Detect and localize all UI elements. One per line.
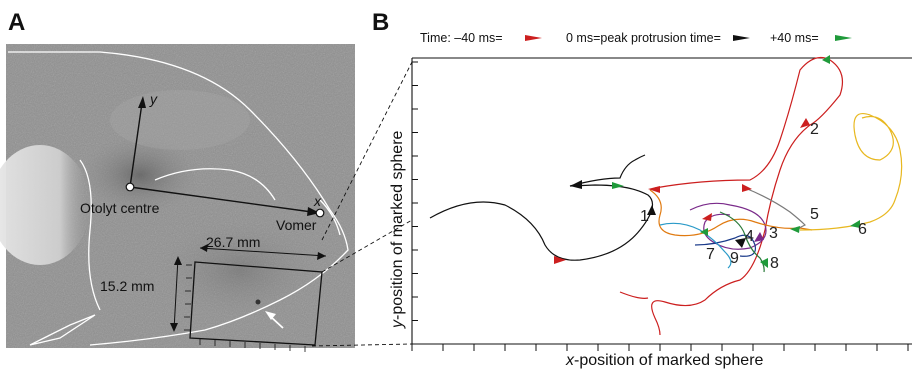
panel-b-letter: B (372, 9, 389, 36)
y-axis-label-a: y (149, 91, 158, 107)
trajectory-label-1: 1 (640, 208, 649, 225)
x-axis-title: x-position of marked sphere (565, 352, 764, 369)
trajectory-3 (689, 202, 767, 250)
measurement-box (170, 244, 327, 352)
ruler-ticks-bottom (199, 339, 306, 352)
legend-plus40-label: +40 ms= (770, 31, 819, 45)
trajectory-label-3: 3 (769, 225, 778, 242)
legend-plus40-arrow (835, 35, 852, 41)
trajectory-8 (719, 211, 765, 273)
width-measure-label: 26.7 mm (206, 234, 260, 250)
marked-sphere-arrow (255, 299, 284, 329)
vomer-point (315, 208, 325, 218)
otolyt-axes (125, 96, 325, 218)
legend-zero-arrow (733, 35, 750, 41)
y-axis-ticks (412, 61, 418, 345)
trajectory-labels: 1 2 3 4 5 6 7 8 9 (640, 121, 867, 272)
trajectory-5 (744, 187, 807, 231)
fish-outline (8, 51, 349, 346)
trajectory-1 (429, 154, 654, 261)
otolyt-centre-label: Otolyt centre (80, 200, 160, 216)
ruler-ticks-left (184, 264, 192, 331)
legend-minus40-arrow (525, 35, 542, 41)
connector-dashed-lines (311, 61, 413, 347)
trajectory-label-9: 9 (730, 250, 739, 267)
trajectory-2 (651, 57, 843, 336)
panel-a-letter: A (8, 9, 25, 36)
x-axis-ticks (411, 344, 909, 351)
trajectory-4 (649, 189, 813, 237)
trajectory-label-2: 2 (810, 121, 819, 138)
panel-b: B Time: –40 ms= 0 ms=peak protrusion tim… (372, 9, 912, 369)
xray-photo (0, 44, 355, 348)
otolyt-centre-point (125, 182, 135, 192)
legend-minus40-label: Time: –40 ms= (420, 31, 503, 45)
trajectory-label-5: 5 (810, 206, 819, 223)
trajectory-label-6: 6 (858, 221, 867, 238)
trajectory-2b (619, 291, 649, 299)
x-axis-label-a: x (313, 193, 322, 209)
trajectories (429, 57, 903, 336)
trajectory-label-4: 4 (745, 228, 754, 245)
trajectory-9 (659, 222, 732, 269)
legend: Time: –40 ms= 0 ms=peak protrusion time=… (420, 31, 852, 45)
y-axis-title: y-position of marked sphere (389, 130, 406, 329)
trajectory-6 (799, 113, 903, 231)
panel-a: A y x Otolyt centre Vomer (0, 9, 413, 352)
legend-zero-label: 0 ms=peak protrusion time= (566, 31, 721, 45)
trajectory-arrowheads (554, 55, 860, 268)
height-measure-label: 15.2 mm (100, 278, 154, 294)
trajectory-label-7: 7 (706, 246, 715, 263)
vomer-label: Vomer (276, 217, 317, 233)
trajectory-7 (694, 234, 757, 257)
trajectory-label-8: 8 (770, 255, 779, 272)
